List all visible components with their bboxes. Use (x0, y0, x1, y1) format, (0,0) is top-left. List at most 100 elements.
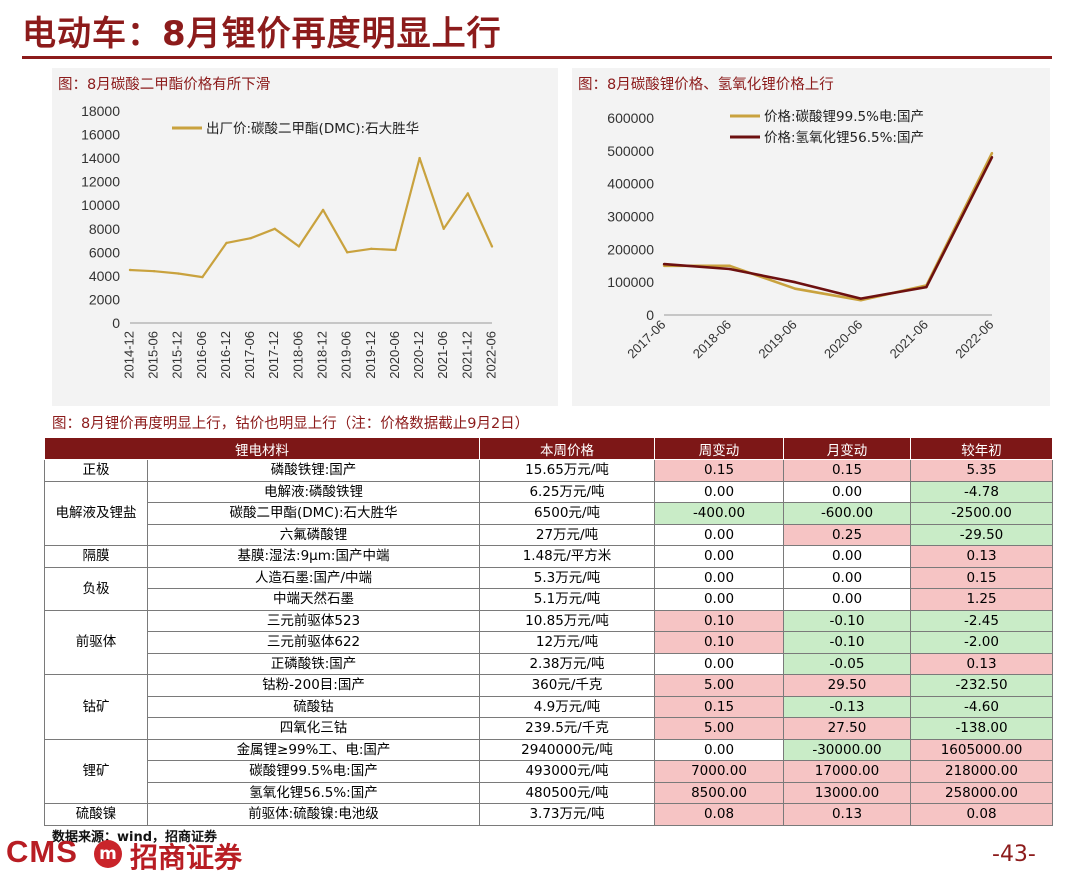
data-point (346, 251, 349, 254)
category-cell: 电解液及锂盐 (44, 480, 148, 546)
series-line-1 (664, 152, 994, 302)
month-change-cell: 0.00 (783, 480, 911, 503)
data-point (859, 297, 862, 300)
x-tick-label: 2018-12 (315, 331, 330, 379)
x-tick-label: 2021-06 (887, 317, 931, 361)
ytd-change-cell: 0.13 (910, 545, 1053, 568)
legend-label: 出厂价:碳酸二甲酯(DMC):石大胜华 (206, 121, 419, 137)
x-tick-label: 2014-12 (121, 331, 136, 379)
price-cell: 3.73万元/吨 (479, 803, 655, 826)
category-cell: 硫酸镍 (44, 803, 148, 826)
lithium-chart-title: 图：8月碳酸锂价格、氢氧化锂价格上行 (578, 77, 834, 93)
header-month-change: 月变动 (783, 437, 911, 460)
y-tick-label: 16000 (81, 127, 120, 143)
month-change-cell: -600.00 (783, 502, 911, 525)
y-tick-label: 200000 (607, 241, 654, 257)
lithium-chart-panel: 图：8月碳酸锂价格、氢氧化锂价格上行 0 100000 200000 300000 40… (572, 68, 1050, 406)
data-point (394, 248, 397, 252)
data-point (794, 280, 797, 284)
week-change-cell: 0.00 (654, 588, 784, 611)
material-cell: 钴粉-200目:国产 (147, 674, 480, 697)
x-tick-label: 2016-12 (218, 331, 233, 379)
ytd-change-cell: -4.78 (910, 480, 1053, 503)
material-cell: 中端天然石墨 (147, 588, 480, 611)
y-tick-label: 0 (646, 307, 654, 323)
y-tick-label: 10000 (81, 197, 120, 213)
material-cell: 三元前驱体523 (147, 609, 480, 632)
material-cell: 氢氧化锂56.5%:国产 (147, 781, 480, 804)
data-point (925, 285, 928, 289)
month-change-cell: 29.50 (783, 674, 911, 697)
table-row: 隔膜 基膜:湿法:9μm:国产中端 1.48元/平方米 0.00 0.00 0.13 (44, 545, 1053, 568)
material-cell: 硫酸钴 (147, 695, 480, 718)
cms-logo-icon: m (94, 840, 122, 868)
category-cell: 正极 (44, 459, 148, 482)
table-header-row: 锂电材料 本周价格 周变动 月变动 较年初 (44, 437, 1053, 460)
y-tick-label: 300000 (607, 209, 654, 225)
data-point (177, 272, 180, 275)
material-cell: 磷酸铁锂:国产 (147, 459, 480, 482)
material-cell: 正磷酸铁:国产 (147, 652, 480, 675)
data-source-note: 数据来源：wind，招商证券 (52, 830, 218, 845)
data-point (442, 227, 445, 230)
month-change-cell: 27.50 (783, 717, 911, 740)
price-cell: 480500元/吨 (479, 781, 655, 804)
table-row: 碳酸二甲酯(DMC):石大胜华 6500元/吨 -400.00 -600.00 -250… (45, 502, 1053, 525)
ytd-change-cell: 0.08 (910, 803, 1053, 826)
month-change-cell: 0.25 (783, 523, 911, 546)
dmc-chart-title: 图：8月碳酸二甲酯价格有所下滑 (58, 77, 271, 93)
table-row: 碳酸锂99.5%电:国产 493000元/吨 7000.00 17000.00 2180… (45, 760, 1053, 783)
x-tick-label: 2017-06 (242, 331, 257, 379)
data-point (321, 208, 325, 212)
x-tick-label: 2020-12 (411, 331, 426, 379)
y-tick-label: 4000 (89, 268, 120, 284)
price-cell: 5.3万元/吨 (479, 566, 655, 589)
legend-label: 价格:氢氧化锂56.5%:国产 (764, 130, 924, 146)
header-ytd-change: 较年初 (910, 437, 1053, 460)
month-change-cell: 0.00 (783, 545, 911, 568)
material-cell: 碳酸二甲酯(DMC):石大胜华 (147, 502, 480, 525)
dmc-price-chart: 0 2000 4000 6000 8000 10000 12000 14000 16000 180… (81, 103, 498, 379)
table-row: 三元前驱体622 12万元/吨 0.10 -0.10 -2.00 (45, 631, 1053, 654)
week-change-cell: 0.00 (654, 480, 784, 503)
table-row: 硫酸镍 前驱体:硫酸镍:电池级 3.73万元/吨 0.08 0.13 0.08 (44, 803, 1053, 826)
table-row: 正极 磷酸铁锂:国产 15.65万元/吨 0.15 0.15 5.35 (44, 459, 1053, 482)
week-change-cell: 5.00 (654, 717, 784, 740)
ytd-change-cell: -2500.00 (910, 502, 1053, 525)
ytd-change-cell: -138.00 (910, 717, 1053, 740)
data-point (225, 241, 228, 245)
week-change-cell: 0.08 (654, 803, 784, 826)
y-tick-label: 100000 (607, 274, 654, 290)
category-cell: 负极 (44, 566, 148, 611)
y-tick-label: 500000 (607, 143, 654, 159)
week-change-cell: 0.00 (654, 652, 784, 675)
price-cell: 15.65万元/吨 (479, 459, 655, 482)
battery-material-price-table: 锂电材料 本周价格 周变动 月变动 较年初 正极 磷酸铁锂:国产 15.65万元/吨… (44, 437, 1053, 826)
month-change-cell: 0.00 (783, 566, 911, 589)
ytd-change-cell: 1.25 (910, 588, 1053, 611)
price-cell: 6500元/吨 (479, 502, 655, 525)
x-tick-label: 2021-12 (459, 331, 474, 379)
x-tick-label: 2015-06 (146, 331, 161, 379)
week-change-cell: 0.00 (654, 738, 784, 761)
data-point (794, 287, 797, 290)
price-cell: 360元/千克 (479, 674, 655, 697)
data-point (990, 151, 994, 155)
month-change-cell: 17000.00 (783, 760, 911, 783)
ytd-change-cell: 0.13 (910, 652, 1053, 675)
data-point (728, 267, 731, 271)
material-cell: 人造石墨:国产/中端 (147, 566, 480, 589)
month-change-cell: 13000.00 (783, 781, 911, 804)
ytd-change-cell: -2.00 (910, 631, 1053, 654)
table-row: 六氟磷酸锂 27万元/吨 0.00 0.25 -29.50 (45, 523, 1053, 546)
material-cell: 四氧化三钴 (147, 717, 480, 740)
data-point (662, 262, 666, 266)
series-line-1 (129, 156, 494, 279)
x-tick-label: 2019-06 (339, 331, 354, 379)
data-point (466, 192, 470, 195)
x-tick-label: 2020-06 (387, 331, 402, 379)
ytd-change-cell: 0.15 (910, 566, 1053, 589)
week-change-cell: 0.00 (654, 545, 784, 568)
y-tick-label: 0 (112, 315, 120, 331)
week-change-cell: 0.10 (654, 631, 784, 654)
